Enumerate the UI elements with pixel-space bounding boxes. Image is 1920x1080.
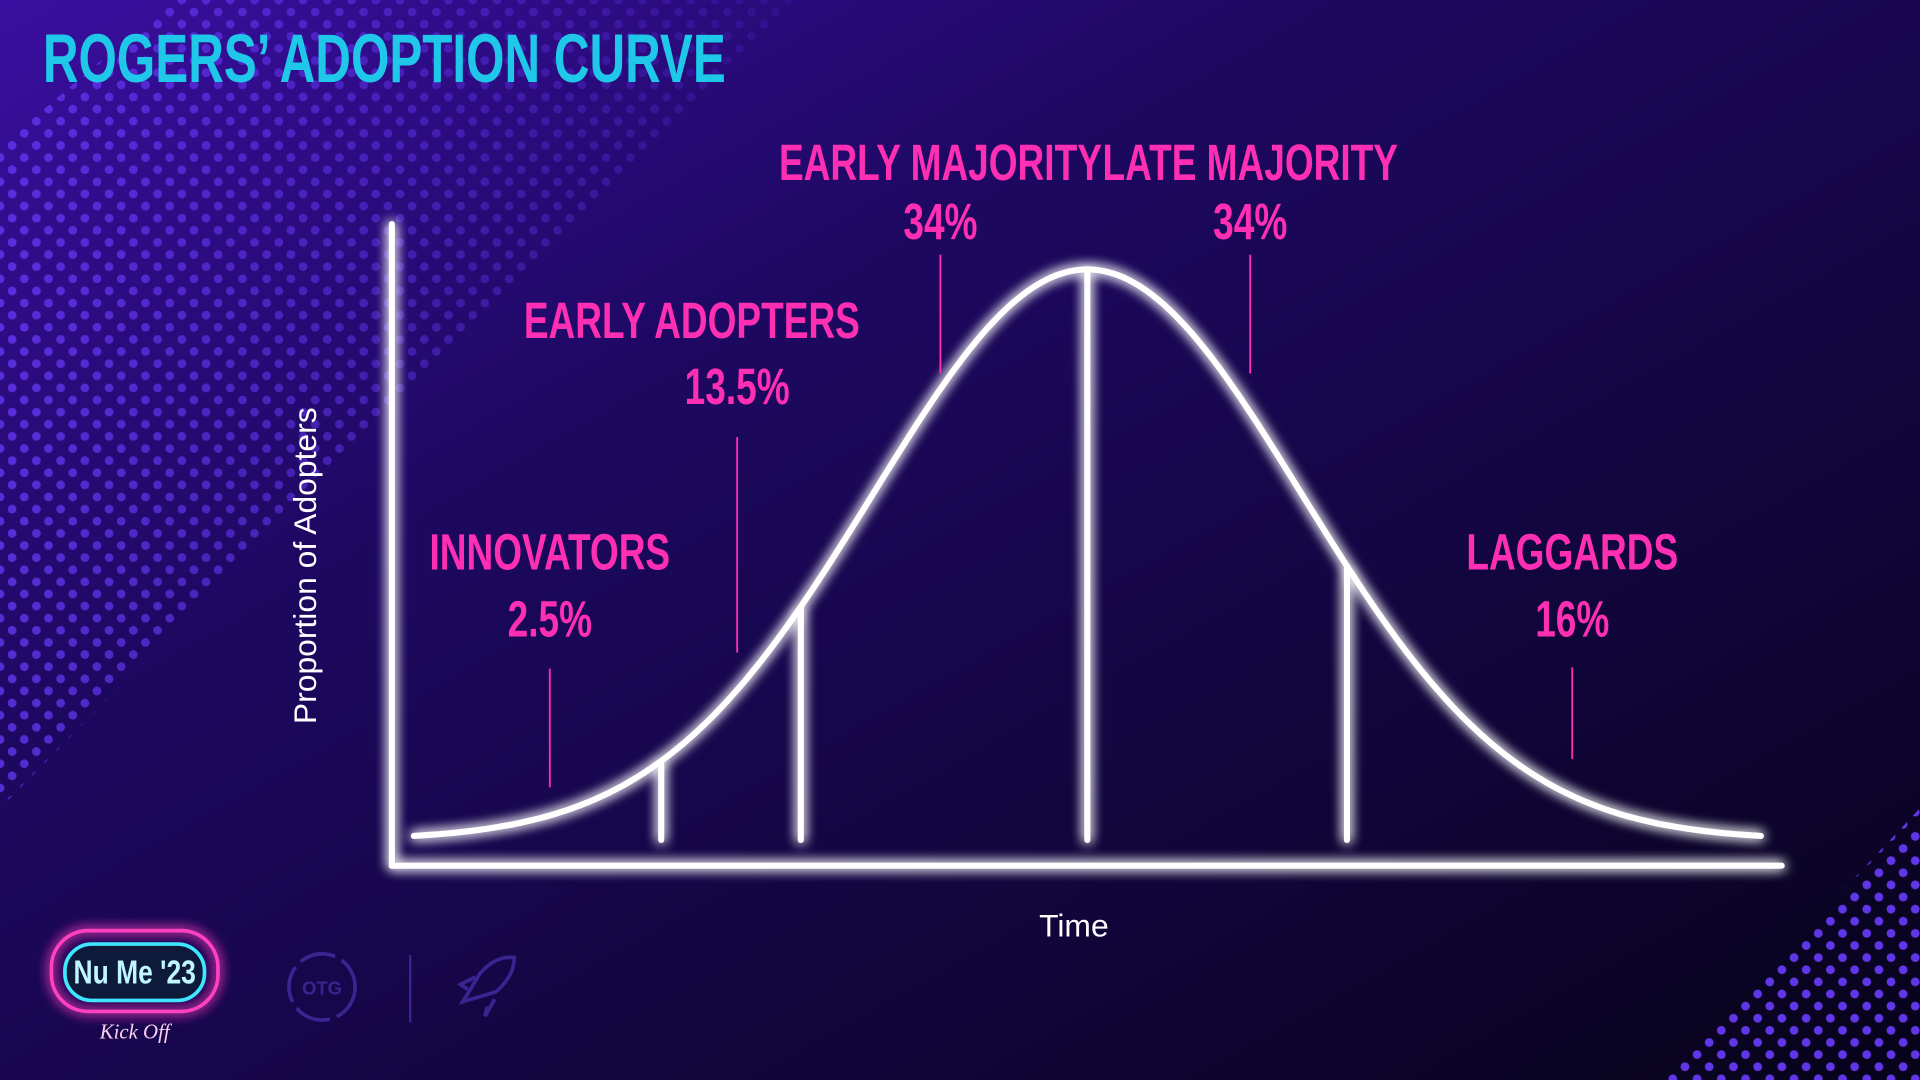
- adoption-curve: [388, 221, 1785, 869]
- segment-share: 16%: [1535, 591, 1609, 648]
- segment-share-group: 13.5%: [685, 358, 790, 415]
- segment-name-group: INNOVATORS: [429, 523, 670, 580]
- segment-share-group: 34%: [1213, 193, 1287, 250]
- segment-name-group: LATE MAJORITY: [1102, 134, 1398, 191]
- segment-name: EARLY ADOPTERS: [524, 292, 860, 349]
- logo-event: Nu Me '23: [74, 955, 196, 991]
- segment-name: LAGGARDS: [1466, 523, 1678, 580]
- y-axis-label: Proportion of Adopters: [287, 407, 323, 724]
- segment-name: INNOVATORS: [429, 523, 670, 580]
- segment-share-group: 2.5%: [508, 591, 592, 648]
- logo-frame: [49, 928, 220, 1014]
- segment-name: EARLY MAJORITY: [779, 134, 1102, 191]
- segment-share: 2.5%: [508, 591, 592, 648]
- logo-tagline: Kick Off: [99, 1019, 173, 1043]
- segment-name-group: EARLY ADOPTERS: [524, 292, 860, 349]
- segment-share: 13.5%: [685, 358, 790, 415]
- title-group: ROGERS’ ADOPTION CURVE: [43, 20, 726, 97]
- segment-labels: INNOVATORS 2.5% EARLY ADOPTERS 13.5% EARLY M…: [429, 134, 1678, 788]
- segment-name: LATE MAJORITY: [1102, 134, 1398, 191]
- logo: Nu Me '23 Kick Off OTG: [49, 928, 517, 1043]
- title: ROGERS’ ADOPTION CURVE: [43, 20, 726, 97]
- segment-share: 34%: [903, 193, 977, 250]
- x-axis-label: Time: [1039, 908, 1109, 944]
- logo-inner: [63, 942, 207, 1003]
- segment-name-group: EARLY MAJORITY: [779, 134, 1102, 191]
- segment-share-group: 16%: [1535, 591, 1609, 648]
- segment-share-group: 34%: [903, 193, 977, 250]
- segment-share: 34%: [1213, 193, 1287, 250]
- badge-text: OTG: [302, 977, 342, 998]
- segment-name-group: LAGGARDS: [1466, 523, 1678, 580]
- rocket-icon: [456, 955, 517, 1018]
- badge-ring: [287, 952, 357, 1022]
